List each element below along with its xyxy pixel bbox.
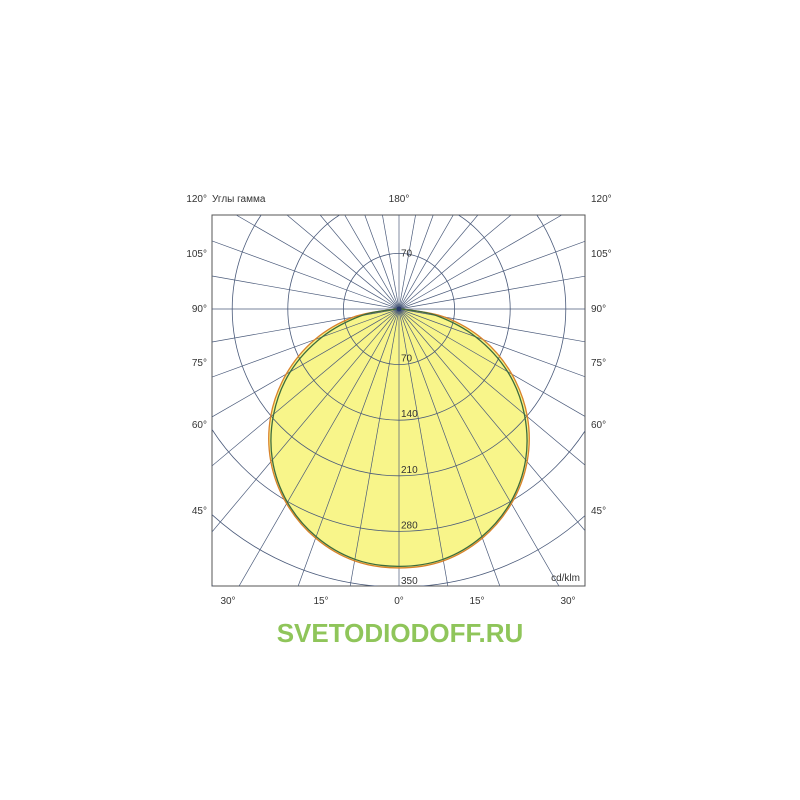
intensity-curve-0 [268, 308, 530, 569]
grid-spoke [297, 308, 400, 586]
angle-label-right: 75° [591, 358, 606, 369]
grid-spoke [212, 308, 400, 343]
grid-spoke [398, 308, 449, 586]
grid-spoke [212, 275, 400, 310]
angle-label-left: 60° [192, 420, 207, 431]
angle-label-left: 45° [192, 506, 207, 517]
angle-label-right: 105° [591, 249, 612, 260]
grid-spoke [212, 308, 400, 378]
angle-label-right: 60° [591, 420, 606, 431]
chart-title: Углы гамма [212, 194, 266, 205]
radial-tick-label: 280 [401, 520, 418, 531]
grid-spoke [212, 308, 400, 467]
grid-spoke [286, 215, 400, 310]
unit-label: cd/klm [551, 573, 580, 584]
grid-spoke [212, 308, 400, 418]
radial-tick-label-top: 70 [401, 248, 413, 259]
radial-tick-label: 210 [401, 465, 418, 476]
radial-tick-label: 140 [401, 409, 418, 420]
grid-spoke [398, 215, 512, 310]
angle-label-right: 45° [591, 506, 606, 517]
center-point [396, 306, 402, 312]
grid-spoke [398, 308, 585, 531]
radial-tick-label: 70 [401, 354, 413, 365]
grid-spoke [212, 240, 400, 310]
grid-spoke [398, 215, 454, 310]
grid-spoke [212, 308, 400, 533]
grid-spoke [398, 215, 562, 310]
intensity-curve-1 [270, 308, 528, 567]
grid-spoke [344, 215, 400, 310]
grid-spoke [398, 308, 585, 378]
grid-spoke [364, 215, 400, 310]
angle-label-left: 90° [192, 304, 207, 315]
grid-spoke [398, 240, 585, 310]
angle-label-bottom: 30° [220, 596, 235, 607]
angle-label-bottom: 30° [560, 596, 575, 607]
grid-spoke [238, 308, 400, 586]
grid-spoke [319, 215, 400, 310]
grid-spoke [349, 308, 400, 586]
grid-spoke [398, 308, 501, 586]
grid-spoke [398, 308, 585, 466]
angle-label-left: 120° [186, 194, 207, 205]
angle-label-left: 75° [192, 358, 207, 369]
angle-label-left: 105° [186, 249, 207, 260]
grid-spoke [236, 215, 400, 310]
radial-tick-label: 350 [401, 576, 418, 587]
grid-spoke [398, 308, 560, 586]
grid-spoke [398, 215, 479, 310]
grid-spoke [398, 215, 434, 310]
watermark: SVETODIODOFF.RU [277, 618, 524, 648]
grid-spoke [398, 308, 585, 343]
grid-spoke [398, 215, 416, 310]
angle-label-bottom: 0° [394, 596, 404, 607]
grid-spoke [398, 275, 585, 310]
top-angle-label: 180° [389, 194, 410, 205]
angle-label-right: 90° [591, 304, 606, 315]
angle-label-bottom: 15° [313, 596, 328, 607]
grid-spoke [398, 308, 585, 417]
grid-spoke [382, 215, 400, 310]
angle-label-bottom: 15° [469, 596, 484, 607]
angle-label-right: 120° [591, 194, 612, 205]
